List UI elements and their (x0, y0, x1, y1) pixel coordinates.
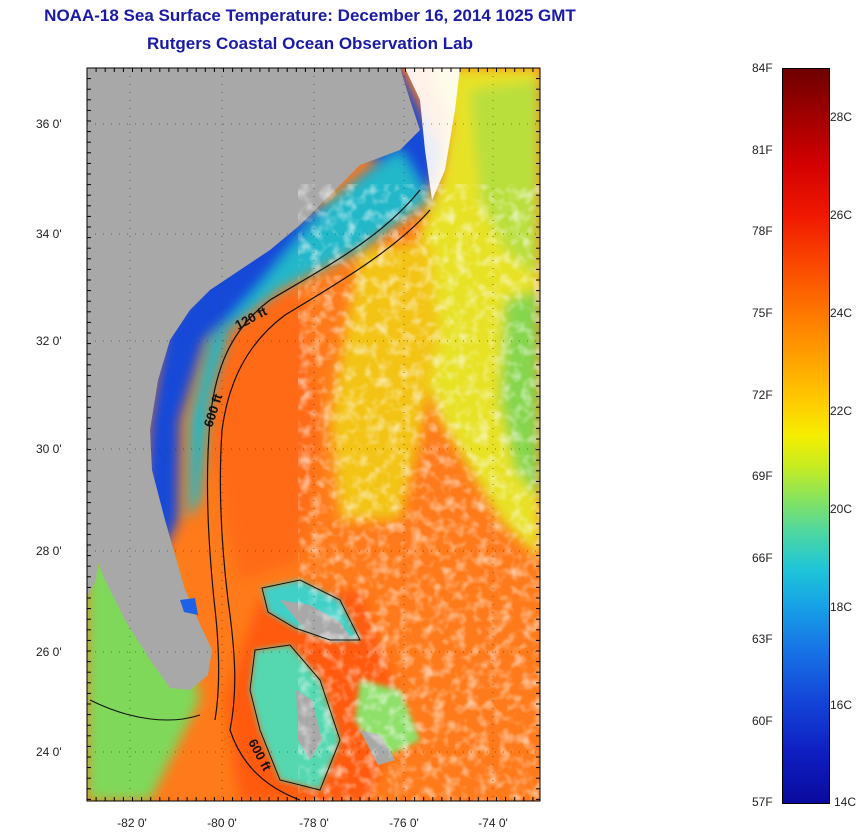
map-title: NOAA-18 Sea Surface Temperature: Decembe… (44, 6, 576, 25)
colorbar-c-20: 20C (830, 502, 853, 516)
colorbar-f-57: 57F (752, 795, 773, 809)
lon-label-74: -74 0' (478, 816, 508, 830)
lat-label-28: 28 0' (36, 544, 62, 558)
lat-label-24: 24 0' (36, 745, 62, 759)
colorbar-f-72: 72F (752, 388, 773, 402)
lon-label-80: -80 0' (207, 816, 237, 830)
lon-label-82: -82 0' (117, 816, 147, 830)
lat-label-34: 34 0' (36, 227, 62, 241)
colorbar-f-84: 84F (752, 61, 773, 75)
colorbar-c-28: 28C (830, 110, 853, 124)
cloud-speckle (320, 240, 540, 800)
gulfstream-orange (210, 290, 320, 580)
colorbar-f-78: 78F (752, 224, 773, 238)
colorbar-c-24: 24C (830, 306, 853, 320)
lat-label-30: 30 0' (36, 442, 62, 456)
colorbar-c-14: 14C (834, 795, 857, 809)
land-west-gulf (88, 520, 98, 595)
colorbar-f-75: 75F (752, 306, 773, 320)
ne-green (470, 80, 540, 280)
colorbar-f-63: 63F (752, 632, 773, 646)
lat-label-36: 36 0' (36, 117, 62, 131)
contour-600ft (219, 209, 431, 801)
colorbar-c-16: 16C (830, 698, 853, 712)
colorbar-c-18: 18C (830, 600, 853, 614)
temperature-colorbar (782, 68, 830, 804)
contour-bank-south (249, 644, 341, 791)
contour-120ft (206, 189, 421, 721)
lake-okeechobee (180, 598, 198, 615)
land-southeast-us (87, 68, 420, 690)
contour-bank-north (261, 579, 361, 641)
contour-gulf (89, 699, 201, 721)
lon-label-76: -76 0' (389, 816, 419, 830)
lon-label-78: -78 0' (299, 816, 329, 830)
map-subtitle: Rutgers Coastal Ocean Observation Lab (147, 34, 473, 53)
colorbar-f-60: 60F (752, 714, 773, 728)
colorbar-f-69: 69F (752, 469, 773, 483)
axis-ticks (86, 67, 540, 801)
land-andros (296, 690, 322, 760)
map-frame (86, 67, 541, 802)
lat-label-32: 32 0' (36, 334, 62, 348)
colorbar-f-81: 81F (752, 143, 773, 157)
colorbar-c-22: 22C (830, 404, 853, 418)
cloud-patch-north (405, 68, 460, 200)
lat-label-26: 26 0' (36, 645, 62, 659)
colorbar-f-66: 66F (752, 551, 773, 565)
colorbar-c-26: 26C (830, 208, 853, 222)
great-bahama-bank (250, 645, 340, 790)
